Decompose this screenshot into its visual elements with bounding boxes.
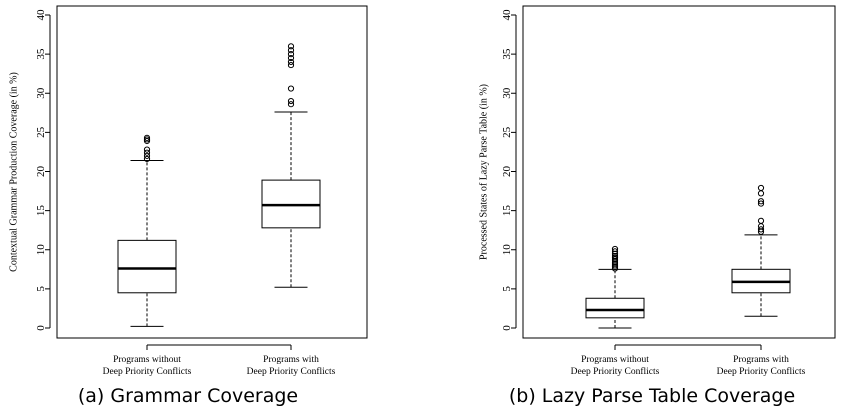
y-tick-label: 5 (35, 286, 47, 292)
y-tick-label: 30 (35, 87, 47, 99)
outlier-point (143, 134, 151, 141)
x-tick-label: Programs without (113, 355, 181, 365)
y-tick-label: 15 (501, 205, 513, 217)
y-tick-label: 40 (35, 9, 47, 21)
y-tick-label: 0 (35, 325, 47, 331)
outlier-point (287, 97, 295, 105)
outlier-point (757, 184, 765, 192)
y-tick-label: 40 (501, 9, 513, 21)
x-tick-label: Deep Priority Conflicts (247, 366, 336, 377)
y-tick-label: 35 (35, 48, 47, 60)
x-tick-label: Deep Priority Conflicts (571, 366, 660, 377)
panel-grammar-coverage: 0 5 10 15 20 25 30 35 40 Contextual Grammar Produ… (9, 5, 368, 377)
y-axis-label: Contextual Grammar Production Coverage (… (9, 72, 20, 272)
outlier-point (757, 200, 765, 207)
y-tick-label: 30 (501, 87, 513, 99)
y-tick-label: 10 (35, 244, 47, 256)
y-tick-label: 35 (501, 48, 513, 60)
x-tick-label: Programs with (263, 355, 319, 365)
y-tick-label: 15 (35, 205, 47, 217)
outlier-point (287, 54, 295, 62)
y-axis-label: Processed States of Lazy Parse Table (in… (479, 84, 490, 260)
x-tick-label: Programs without (581, 355, 649, 365)
outlier-point (287, 47, 295, 54)
outlier-point (757, 223, 765, 230)
outlier-point (611, 250, 619, 257)
outlier-point (287, 61, 295, 69)
box (585, 297, 645, 319)
outlier-point (611, 245, 619, 253)
outlier-point (143, 146, 151, 153)
caption-b: (b) Lazy Parse Table Coverage (509, 385, 795, 407)
outlier-point (287, 58, 295, 66)
box (117, 239, 177, 294)
outlier-point (757, 190, 765, 197)
outlier-point (757, 226, 765, 233)
plot-frame (56, 5, 368, 339)
y-tick-label: 10 (501, 244, 513, 256)
y-tick-label: 25 (35, 126, 47, 138)
outlier-point (757, 198, 765, 205)
y-tick-label: 5 (501, 286, 513, 292)
outlier-point (611, 252, 619, 260)
outlier-point (757, 217, 765, 224)
caption-a: (a) Grammar Coverage (78, 385, 298, 407)
outlier-point (287, 43, 295, 50)
x-tick-label: Deep Priority Conflicts (717, 366, 806, 377)
y-tick-label: 20 (501, 166, 513, 178)
outlier-point (287, 85, 295, 92)
panel-lazy-parse-table-coverage: 0 5 10 15 20 25 30 35 40 Processed States of Lazy… (479, 5, 836, 377)
x-tick-label: Programs with (733, 355, 789, 365)
plot-frame (522, 5, 836, 339)
outlier-point (143, 155, 151, 163)
outlier-point (287, 101, 295, 108)
outlier-point (287, 51, 295, 58)
y-tick-label: 0 (501, 325, 513, 331)
x-tick-label: Deep Priority Conflicts (103, 366, 192, 377)
y-tick-label: 20 (35, 166, 47, 178)
outlier-point (611, 248, 619, 255)
outlier-point (143, 152, 151, 159)
outlier-point (143, 149, 151, 156)
y-tick-label: 25 (501, 126, 513, 138)
